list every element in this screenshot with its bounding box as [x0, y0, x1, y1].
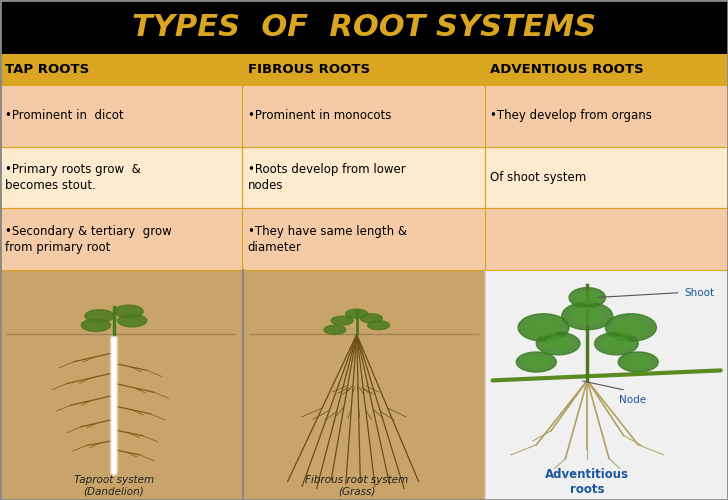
Ellipse shape — [114, 305, 143, 318]
Text: •Primary roots grow  &
becomes stout.: •Primary roots grow & becomes stout. — [5, 163, 141, 192]
Text: ADVENTIOUS ROOTS: ADVENTIOUS ROOTS — [490, 63, 644, 76]
Bar — [485, 208, 728, 270]
Bar — [485, 54, 728, 85]
Ellipse shape — [529, 319, 559, 336]
Bar — [485, 85, 728, 146]
Bar — [242, 85, 485, 146]
Text: Of shoot system: Of shoot system — [490, 171, 586, 184]
Bar — [242, 85, 485, 146]
Ellipse shape — [606, 314, 657, 341]
Ellipse shape — [518, 314, 569, 341]
Bar — [242, 54, 485, 85]
Ellipse shape — [368, 320, 389, 330]
Bar — [0, 85, 242, 146]
Bar — [0, 54, 242, 85]
Text: Shoot: Shoot — [684, 288, 714, 298]
Ellipse shape — [324, 326, 346, 334]
Bar — [242, 208, 485, 270]
Text: •They have same length &
diameter: •They have same length & diameter — [248, 224, 406, 254]
Ellipse shape — [618, 352, 658, 372]
Bar — [0, 208, 242, 270]
Ellipse shape — [118, 314, 147, 327]
Text: TAP ROOTS: TAP ROOTS — [5, 63, 90, 76]
Bar — [0, 85, 242, 146]
Bar — [485, 208, 728, 270]
Ellipse shape — [595, 332, 638, 355]
Ellipse shape — [572, 308, 603, 324]
Text: •Prominent in monocots: •Prominent in monocots — [248, 110, 391, 122]
Bar — [0, 146, 242, 208]
Bar — [0, 146, 242, 208]
Ellipse shape — [577, 292, 598, 304]
Bar — [242, 54, 485, 85]
Ellipse shape — [524, 356, 548, 368]
Text: •Roots develop from lower
nodes: •Roots develop from lower nodes — [248, 163, 405, 192]
Text: Fibrous root system
(Grass): Fibrous root system (Grass) — [305, 476, 408, 497]
Bar — [242, 208, 485, 270]
Text: FIBROUS ROOTS: FIBROUS ROOTS — [248, 63, 370, 76]
Text: Adventitious
roots: Adventitious roots — [545, 468, 629, 495]
Bar — [486, 270, 728, 500]
Text: •Secondary & tertiary  grow
from primary root: •Secondary & tertiary grow from primary … — [5, 224, 172, 254]
Bar — [0, 0, 728, 54]
Ellipse shape — [616, 319, 646, 336]
Ellipse shape — [360, 314, 382, 323]
Ellipse shape — [537, 332, 580, 355]
Bar — [0, 270, 242, 500]
Bar — [0, 54, 242, 85]
Bar — [485, 146, 728, 208]
Ellipse shape — [604, 337, 630, 350]
Text: •Prominent in  dicot: •Prominent in dicot — [5, 110, 124, 122]
Bar — [242, 270, 486, 500]
Bar — [485, 146, 728, 208]
Text: TYPES  OF  ROOT SYSTEMS: TYPES OF ROOT SYSTEMS — [132, 12, 596, 42]
Ellipse shape — [516, 352, 556, 372]
Bar — [242, 146, 485, 208]
Bar — [485, 85, 728, 146]
Text: Taproot system
(Dandelion): Taproot system (Dandelion) — [74, 476, 154, 497]
Ellipse shape — [569, 288, 606, 308]
Text: •They develop from organs: •They develop from organs — [490, 110, 652, 122]
Text: Node: Node — [619, 396, 646, 406]
Ellipse shape — [331, 316, 353, 325]
Ellipse shape — [346, 309, 368, 318]
Ellipse shape — [545, 337, 571, 350]
Ellipse shape — [626, 356, 650, 368]
Bar — [0, 208, 242, 270]
Ellipse shape — [562, 302, 613, 330]
Bar — [242, 146, 485, 208]
Ellipse shape — [82, 319, 111, 332]
Ellipse shape — [85, 310, 114, 322]
Bar — [485, 54, 728, 85]
